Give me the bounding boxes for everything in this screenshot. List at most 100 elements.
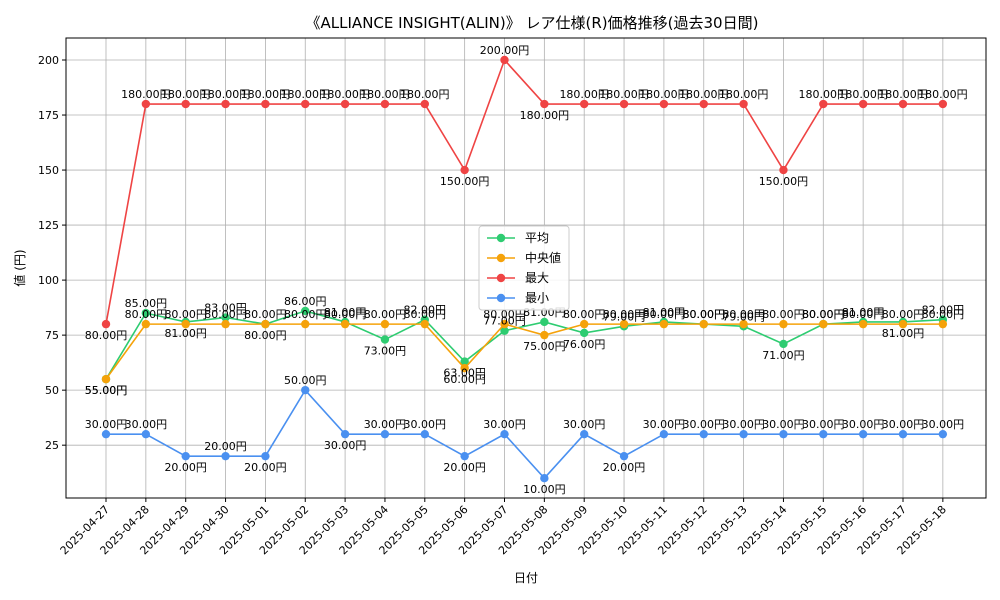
legend-marker — [496, 253, 506, 263]
data-label: 79.00円 — [722, 310, 765, 323]
data-label: 30.00円 — [683, 418, 726, 431]
data-point — [340, 319, 350, 329]
series-line — [106, 388, 943, 480]
data-point — [181, 99, 190, 109]
data-point — [340, 99, 350, 109]
legend-item: 最小 — [487, 291, 549, 305]
data-label: 80.00円 — [85, 329, 128, 342]
data-label: 80.00円 — [204, 308, 247, 321]
data-point — [779, 429, 788, 439]
data-label: 81.00円 — [643, 306, 686, 319]
data-label: 82.00円 — [404, 304, 447, 317]
data-point — [380, 429, 390, 439]
legend-label: 最大 — [525, 271, 549, 285]
data-label: 80.00円 — [483, 308, 526, 321]
data-point — [580, 319, 589, 329]
y-tick-label: 150 — [38, 164, 59, 177]
data-label: 79.00円 — [603, 310, 646, 323]
data-label: 30.00円 — [324, 439, 367, 452]
data-point — [540, 473, 549, 483]
data-label: 180.00円 — [599, 88, 649, 101]
data-label: 180.00円 — [161, 88, 211, 101]
data-point — [301, 319, 310, 329]
data-label: 180.00円 — [241, 88, 291, 101]
data-point — [460, 451, 469, 461]
data-point — [739, 319, 748, 329]
data-label: 200.00円 — [480, 44, 530, 57]
data-label: 20.00円 — [164, 461, 207, 474]
data-label: 180.00円 — [878, 88, 928, 101]
data-point — [500, 319, 509, 329]
data-point — [301, 385, 310, 395]
data-label: 30.00円 — [922, 418, 965, 431]
data-point — [540, 317, 549, 327]
series-line — [105, 323, 943, 380]
data-label: 30.00円 — [404, 418, 447, 431]
data-label: 30.00円 — [125, 418, 168, 431]
y-tick-label: 75 — [45, 329, 59, 342]
data-label: 80.00円 — [922, 308, 965, 321]
legend-marker — [496, 293, 506, 303]
y-tick-label: 200 — [38, 54, 59, 67]
data-label: 80.00円 — [762, 308, 805, 321]
data-point — [460, 357, 469, 366]
data-point — [221, 451, 230, 461]
data-label: 20.00円 — [244, 461, 287, 474]
data-label: 30.00円 — [762, 418, 805, 431]
data-labels: 55.00円85.00円81.00円83.00円80.00円86.00円81.0… — [85, 44, 968, 496]
data-point — [619, 319, 629, 329]
legend-label: 平均 — [525, 231, 549, 245]
data-point — [141, 99, 151, 109]
data-label: 86.00円 — [284, 295, 327, 308]
data-label: 150.00円 — [759, 175, 809, 188]
series-1 — [101, 319, 948, 384]
data-point — [540, 330, 549, 340]
legend-marker — [496, 273, 506, 283]
y-axis-label: 値 (円) — [12, 249, 27, 286]
data-label: 180.00円 — [639, 88, 689, 101]
data-label: 80.00円 — [722, 308, 765, 321]
data-point — [938, 429, 948, 439]
data-label: 73.00円 — [364, 345, 407, 358]
data-label: 180.00円 — [838, 88, 888, 101]
data-point — [301, 99, 310, 109]
data-label: 50.00円 — [284, 374, 327, 387]
data-label: 63.00円 — [443, 367, 486, 380]
data-label: 30.00円 — [85, 418, 128, 431]
data-point — [261, 451, 270, 461]
data-label: 80.00円 — [802, 308, 845, 321]
series-layer — [101, 55, 948, 483]
data-label: 80.00円 — [164, 308, 207, 321]
data-point — [500, 326, 509, 335]
data-point — [699, 319, 708, 329]
data-point — [141, 319, 151, 329]
data-label: 75.00円 — [523, 340, 566, 353]
data-point — [898, 429, 908, 439]
data-label: 150.00円 — [440, 175, 490, 188]
data-label: 30.00円 — [842, 418, 885, 431]
data-point — [420, 99, 429, 109]
data-point — [699, 429, 708, 439]
data-label: 20.00円 — [204, 440, 247, 453]
data-point — [659, 99, 669, 109]
data-point — [460, 165, 469, 175]
data-label: 20.00円 — [603, 461, 646, 474]
data-point — [779, 165, 788, 175]
data-point — [141, 308, 151, 318]
data-label: 85.00円 — [125, 297, 168, 310]
data-point — [659, 319, 669, 329]
data-label: 83.00円 — [204, 302, 247, 315]
legend-box — [478, 225, 570, 311]
y-tick-label: 100 — [38, 274, 59, 287]
data-label: 30.00円 — [364, 418, 407, 431]
data-label: 80.00円 — [324, 308, 367, 321]
data-label: 55.00円 — [85, 384, 128, 397]
data-label: 10.00円 — [523, 483, 566, 496]
data-label: 180.00円 — [320, 88, 370, 101]
data-label: 80.00円 — [244, 329, 287, 342]
data-point — [141, 429, 151, 439]
data-point — [779, 319, 788, 329]
data-point — [739, 99, 748, 109]
legend-label: 最小 — [525, 291, 549, 305]
